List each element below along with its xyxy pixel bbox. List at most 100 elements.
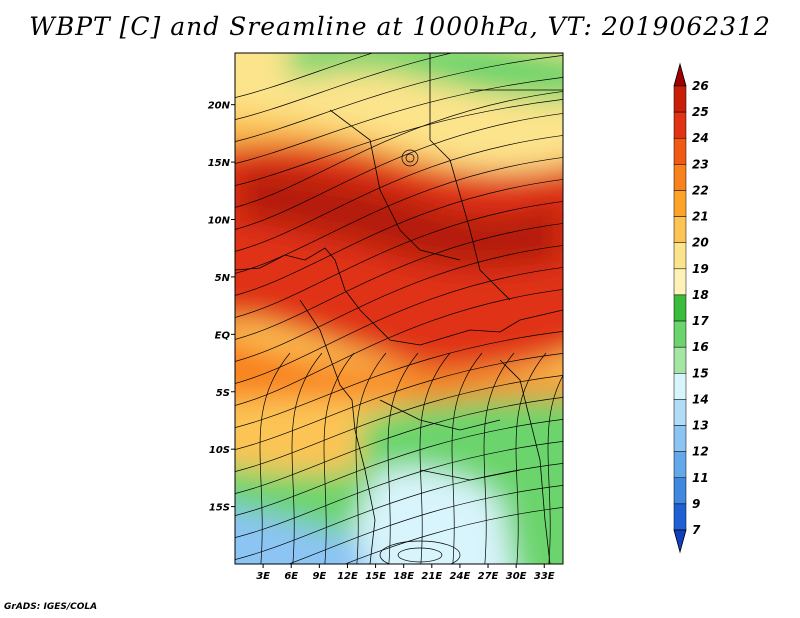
streamlines [235,53,563,564]
y-tick-label-5S: 5S [216,388,230,399]
chart-title: WBPT [C] and Sreamline at 1000hPa, VT: 2… [29,12,771,41]
streamline-15 [235,331,563,428]
y-tick-label-20N: 20N [208,101,231,112]
streamline-7 [235,135,563,252]
x-tick-label-15E: 15E [365,571,386,582]
streamline-34 [401,149,419,167]
colorbar-label-19: 19 [692,262,709,276]
colorbar-segment-7 [673,268,687,296]
colorbar-label-12: 12 [692,445,709,459]
colorbar-segment-5 [673,216,687,243]
streamline-22 [287,485,563,564]
streamline-19 [235,419,563,516]
x-tick-label-21E: 21E [421,571,442,582]
colorbar-label-16: 16 [692,340,709,354]
colorbar-segment-6 [673,242,687,270]
colorbar: 26 25 24 23 22 21 20 19 18 17 16 15 14 13 12 11 9 7 [673,62,709,554]
y-tick-label-10N: 10N [208,216,231,227]
colorbar-segment-13 [673,425,687,452]
streamline-8 [235,157,563,274]
y-tick-label-15S: 15S [209,503,230,514]
streamline-0 [235,53,374,98]
y-tick-label-EQ: EQ [215,330,231,341]
colorbar-segment-4 [673,190,687,217]
colorbar-top-arrow [673,62,687,87]
grads-credit: GrADS: IGES/COLA [4,602,98,612]
colorbar-label-21: 21 [692,210,709,224]
streamline-35 [405,153,415,163]
colorbar-label-25: 25 [692,105,709,119]
streamline-10 [235,201,563,318]
colorbar-label-14: 14 [692,392,709,406]
streamline-2 [235,55,563,142]
streamline-26 [323,352,355,564]
y-tick-label-5N: 5N [215,273,231,284]
streamline-16 [235,353,563,450]
x-tick-label-24E: 24E [450,571,471,582]
streamline-37 [397,547,443,563]
colorbar-segment-15 [673,477,687,505]
x-tick-label-18E: 18E [393,571,414,582]
colorbar-segment-0 [673,85,687,113]
colorbar-label-15: 15 [692,366,709,380]
colorbar-label-17: 17 [692,314,709,328]
streamline-30 [451,352,483,564]
colorbar-label-11: 11 [692,471,709,485]
streamline-23 [344,507,563,564]
axis-ticks: 3E 6E 9E 12E 15E 18E 21E 24E 27E 30E 33E 20N 15N 10N 5… [208,101,555,582]
streamline-20 [235,441,563,538]
colorbar-segment-16 [673,503,687,531]
y-tick-label-10S: 10S [209,445,230,456]
streamline-24 [259,352,291,564]
streamline-5 [235,91,563,208]
streamline-31 [483,352,515,564]
wbpt-field [235,53,563,564]
streamline-14 [235,289,563,406]
colorbar-segment-14 [673,451,687,479]
streamline-9 [235,179,563,296]
streamline-36 [379,540,461,564]
colorbar-label-9: 9 [692,497,700,511]
streamline-29 [419,352,451,564]
colorbar-label-13: 13 [692,419,709,433]
streamline-11 [235,223,563,340]
colorbar-label-20: 20 [692,236,709,250]
streamline-1 [235,53,454,120]
y-tick-label-15N: 15N [208,158,231,169]
colorbar-label-24: 24 [692,131,709,145]
colorbar-segment-1 [673,111,687,139]
colorbar-segment-2 [673,137,687,165]
streamline-18 [235,397,563,494]
colorbar-segment-9 [673,320,687,348]
colorbar-label-26: 26 [692,79,709,93]
colorbar-bottom-arrow [673,529,687,554]
x-tick-label-9E: 9E [312,571,326,582]
colorbar-label-7: 7 [692,523,701,537]
streamline-32 [515,352,547,564]
x-tick-label-12E: 12E [337,571,358,582]
streamline-6 [235,113,563,230]
colorbar-label-23: 23 [692,157,709,171]
country-boundaries [235,53,563,564]
colorbar-segment-12 [673,399,687,426]
streamline-12 [235,245,563,362]
colorbar-segment-8 [673,294,687,322]
streamline-13 [235,267,563,384]
x-tick-label-6E: 6E [284,571,298,582]
streamline-3 [235,77,563,164]
x-tick-label-27E: 27E [478,571,499,582]
colorbar-segment-10 [673,346,687,374]
streamline-17 [235,375,563,472]
field-plateau-cool [345,468,513,564]
x-tick-label-33E: 33E [534,571,555,582]
colorbar-segment-11 [673,373,687,400]
streamline-25 [291,352,323,564]
streamline-4 [235,99,563,186]
colorbar-segment-3 [673,164,687,191]
colorbar-label-22: 22 [692,183,709,197]
map-frame [234,52,564,565]
colorbar-label-18: 18 [692,288,709,302]
streamline-27 [355,352,387,564]
streamline-21 [235,463,563,560]
